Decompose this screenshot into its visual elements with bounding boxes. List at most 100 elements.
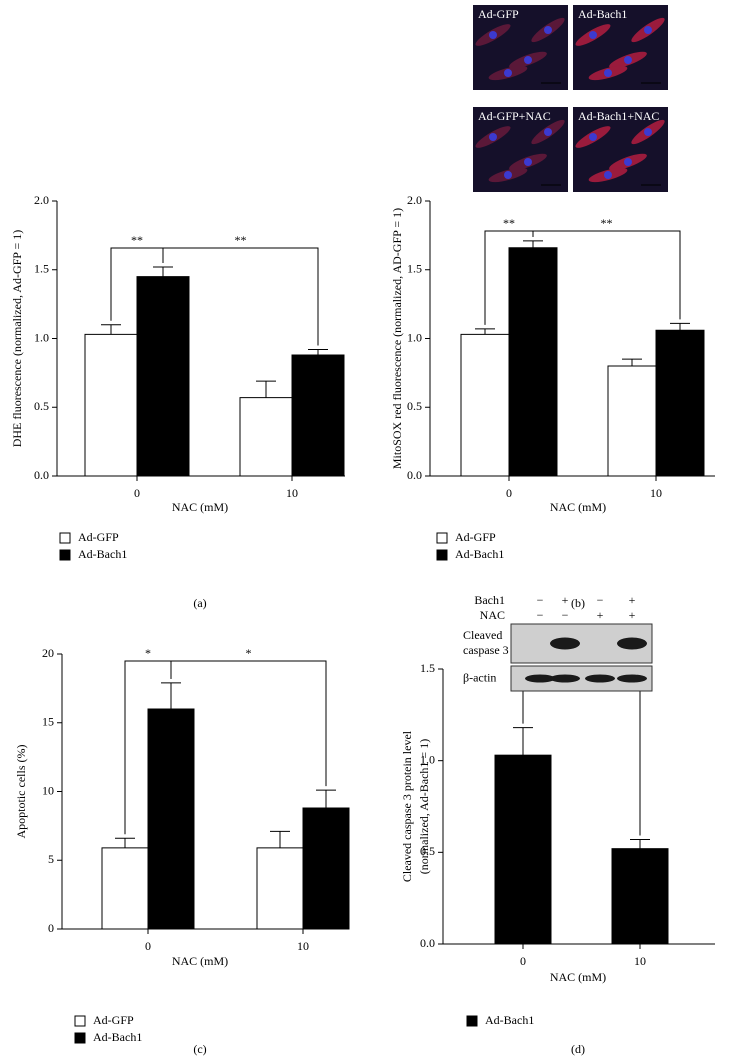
nucleus xyxy=(624,158,632,166)
nucleus xyxy=(644,128,652,136)
legend-swatch xyxy=(59,549,71,561)
nucleus xyxy=(544,128,552,136)
legend-swatch xyxy=(436,549,448,561)
x-tick-label: 10 xyxy=(634,954,646,968)
error-bar xyxy=(670,322,690,331)
y-axis-label: Cleaved caspase 3 protein level xyxy=(400,730,414,882)
x-axis-label: NAC (mM) xyxy=(172,954,228,968)
significance-bracket xyxy=(162,247,319,346)
error-bar xyxy=(308,349,328,355)
y-tick-label: 0.0 xyxy=(420,936,435,950)
nucleus xyxy=(624,56,632,64)
x-tick-label: 10 xyxy=(286,486,298,500)
error-bar xyxy=(256,380,276,398)
y-tick-label: 1.5 xyxy=(34,262,49,276)
significance-label: ** xyxy=(601,216,613,230)
bar xyxy=(239,397,293,477)
significance-label: ** xyxy=(235,233,247,247)
error-bar xyxy=(115,837,135,848)
blot-band xyxy=(585,674,615,683)
error-bar xyxy=(523,240,543,248)
y-axis-label: MitoSOX red fluorescence (normalized, AD… xyxy=(390,208,404,469)
blot-sign: + xyxy=(629,608,636,622)
y-tick-label: 0.5 xyxy=(420,844,435,858)
y-tick-label: 15 xyxy=(42,715,54,729)
legend-swatch xyxy=(436,532,448,544)
legend-label: Ad-GFP xyxy=(455,530,496,544)
error-bar xyxy=(153,266,173,277)
blot-band xyxy=(550,637,580,650)
error-bar xyxy=(316,789,336,808)
blot-band xyxy=(617,674,647,683)
legend-swatch xyxy=(59,532,71,544)
bar xyxy=(611,848,669,945)
nucleus xyxy=(589,31,597,39)
significance-bracket xyxy=(532,230,681,320)
micrograph xyxy=(573,5,668,90)
x-tick-label: 0 xyxy=(506,486,512,500)
legend-swatch xyxy=(466,1015,478,1027)
blot-band-label: caspase 3 xyxy=(463,643,509,657)
significance-bracket xyxy=(170,660,327,787)
bar xyxy=(256,847,304,930)
blot-sign: − xyxy=(537,608,544,622)
bar xyxy=(494,754,552,945)
error-bar xyxy=(161,682,181,709)
y-axis-label: (normalized, Ad-Bach1 = 1) xyxy=(417,739,431,874)
y-tick-label: 1.0 xyxy=(420,752,435,766)
panel-label: (b) xyxy=(571,596,585,610)
y-axis-label: DHE fluorescence (normalized, Ad-GFP = 1… xyxy=(10,230,24,448)
y-tick-label: 0.5 xyxy=(407,399,422,413)
y-tick-label: 0.0 xyxy=(407,468,422,482)
bar xyxy=(607,365,657,477)
bar xyxy=(302,807,350,930)
legend-label: Ad-Bach1 xyxy=(485,1013,534,1027)
legend-swatch xyxy=(74,1032,86,1044)
x-axis-label: NAC (mM) xyxy=(550,500,606,514)
y-tick-label: 20 xyxy=(42,646,54,660)
y-tick-label: 2.0 xyxy=(34,193,49,207)
y-tick-label: 1.5 xyxy=(407,262,422,276)
micrograph xyxy=(473,5,568,90)
bar xyxy=(460,333,510,477)
legend-label: Ad-Bach1 xyxy=(78,547,127,561)
y-tick-label: 1.0 xyxy=(407,330,422,344)
micrograph-label: Ad-GFP xyxy=(478,7,519,21)
x-tick-label: 10 xyxy=(650,486,662,500)
error-bar xyxy=(270,830,290,848)
nucleus xyxy=(604,69,612,77)
error-bar xyxy=(101,324,121,335)
panel-label: (c) xyxy=(193,1042,206,1056)
blot-row-label: Bach1 xyxy=(474,593,505,607)
blot-sign: − xyxy=(537,593,544,607)
nucleus xyxy=(589,133,597,141)
x-tick-label: 0 xyxy=(520,954,526,968)
blot-sign: − xyxy=(562,608,569,622)
nucleus xyxy=(644,26,652,34)
nucleus xyxy=(524,56,532,64)
blot-band-label: β-actin xyxy=(463,670,496,684)
y-tick-label: 2.0 xyxy=(407,193,422,207)
blot-band xyxy=(525,674,555,683)
bar xyxy=(84,333,138,477)
panel-label: (a) xyxy=(193,596,206,610)
blot-band xyxy=(617,637,647,650)
panel-label: (d) xyxy=(571,1042,585,1056)
y-tick-label: 0.0 xyxy=(34,468,49,482)
nucleus xyxy=(489,31,497,39)
micrograph-label: Ad-Bach1 xyxy=(578,7,627,21)
error-bar xyxy=(622,358,642,366)
y-tick-label: 5 xyxy=(48,852,54,866)
nucleus xyxy=(489,133,497,141)
blot-band xyxy=(550,674,580,683)
blot-sign: − xyxy=(597,593,604,607)
micrograph-label: Ad-Bach1+NAC xyxy=(578,109,659,123)
micrograph xyxy=(473,107,568,192)
legend-label: Ad-Bach1 xyxy=(93,1030,142,1044)
error-bar xyxy=(630,839,650,849)
significance-label: ** xyxy=(503,216,515,230)
blot-band-label: Cleaved xyxy=(463,628,502,642)
bar xyxy=(136,276,190,477)
nucleus xyxy=(524,158,532,166)
